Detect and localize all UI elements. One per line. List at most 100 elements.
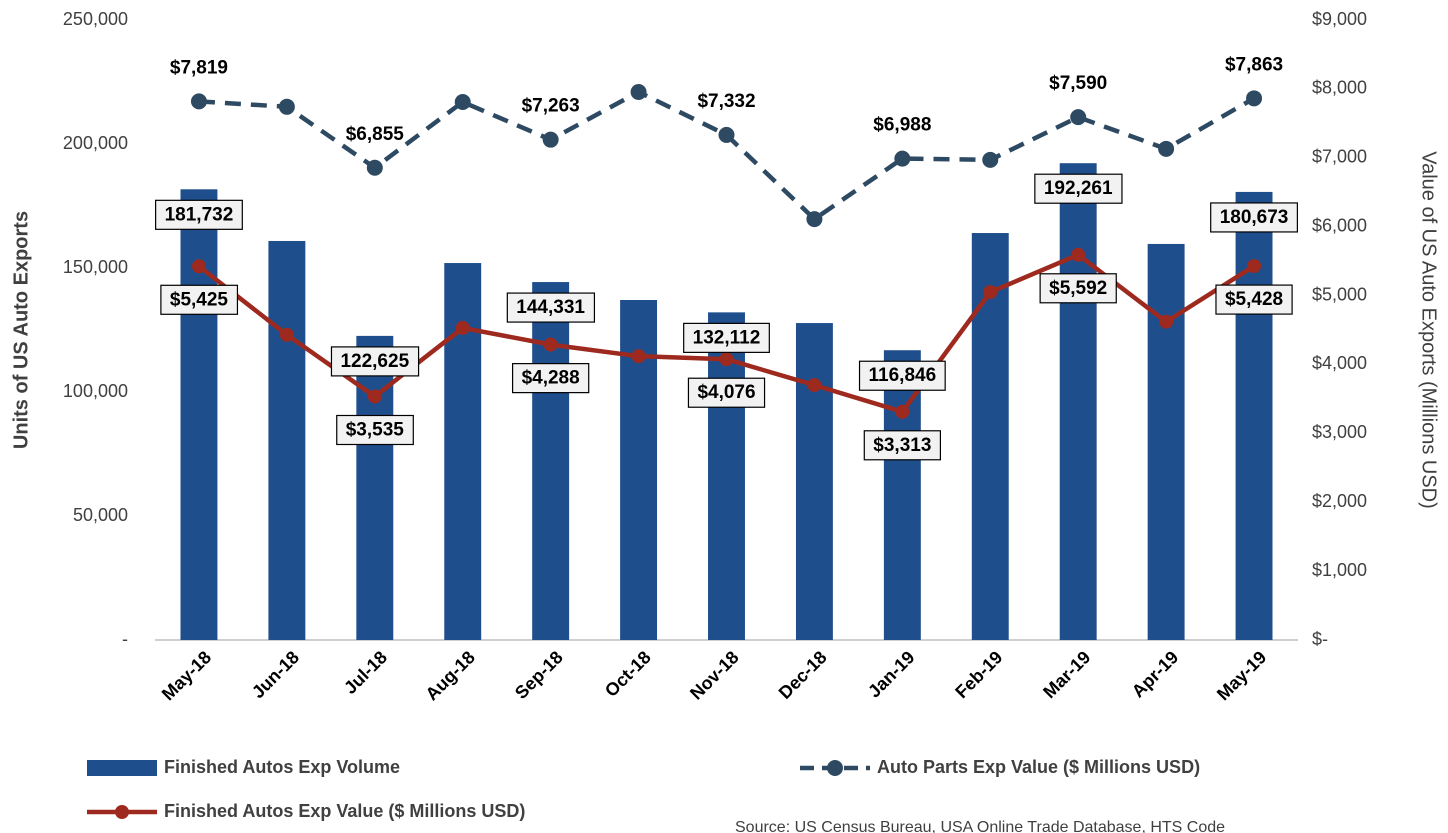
line-marker	[631, 349, 646, 364]
line-marker	[806, 211, 823, 228]
y2-tick-label: $8,000	[1312, 78, 1367, 98]
data-label: $6,988	[873, 115, 931, 136]
line-marker	[367, 389, 382, 404]
x-tick-label: Apr-19	[1128, 647, 1182, 701]
data-label-group: 132,112	[683, 322, 770, 353]
line-marker	[982, 151, 999, 168]
line-marker	[1247, 259, 1262, 274]
data-label-box	[336, 414, 414, 446]
line-marker	[190, 93, 207, 110]
data-label-group: 192,261	[1034, 173, 1123, 204]
data-label: 181,732	[165, 204, 234, 225]
x-tick-label: Dec-18	[775, 647, 831, 703]
y2-tick-label: $1,000	[1312, 560, 1367, 580]
data-label: $5,428	[1225, 289, 1283, 310]
data-label-group: $7,819	[170, 57, 228, 78]
line-marker	[1158, 140, 1175, 157]
data-label: 132,112	[693, 327, 761, 348]
data-label-group: $7,263	[522, 96, 580, 117]
y2-tick-label: $9,000	[1312, 9, 1367, 29]
y2-tick-label: $2,000	[1312, 491, 1367, 511]
data-label: $5,425	[170, 289, 229, 310]
line-marker	[366, 159, 383, 176]
bar	[532, 282, 570, 640]
data-label: 144,331	[516, 297, 585, 318]
x-tick-label: Oct-18	[601, 647, 655, 701]
line-marker	[278, 98, 295, 115]
line-marker	[719, 352, 734, 367]
x-tick-label: Feb-19	[951, 647, 1006, 702]
x-tick-label: May-19	[1213, 647, 1270, 704]
data-label: $7,332	[697, 91, 755, 112]
y2-tick-label: $5,000	[1312, 284, 1367, 304]
data-label-group: $7,332	[697, 91, 755, 112]
data-label-box	[1210, 202, 1298, 233]
data-label-group: $3,313	[863, 430, 942, 461]
data-label: $6,855	[346, 124, 405, 145]
y-tick-label: -	[122, 629, 128, 649]
line-marker	[455, 320, 470, 335]
y2-tick-label: $6,000	[1312, 215, 1367, 235]
line-marker	[543, 337, 558, 352]
line-marker	[542, 131, 559, 148]
bar	[971, 233, 1009, 641]
data-label-group: 116,846	[858, 360, 946, 391]
data-label-group: $7,863	[1225, 54, 1283, 75]
data-label-group: 180,673	[1210, 202, 1298, 233]
data-label: $7,590	[1049, 73, 1107, 94]
y2-tick-label: $3,000	[1312, 422, 1367, 442]
data-label-box	[506, 292, 596, 323]
line-marker	[191, 259, 206, 274]
data-label: $7,819	[170, 57, 228, 78]
line-marker	[807, 378, 822, 393]
data-label: 180,673	[1220, 207, 1289, 228]
legend-label: Finished Autos Exp Volume	[164, 757, 400, 777]
data-label-group: $3,535	[336, 414, 414, 446]
data-label-box	[1034, 173, 1123, 204]
bar	[356, 335, 394, 640]
bar	[795, 323, 833, 640]
data-label-group: $6,855	[346, 124, 405, 145]
x-tick-label: Mar-19	[1039, 647, 1094, 702]
x-tick-label: Sep-18	[511, 647, 567, 703]
line-marker	[894, 150, 911, 167]
line-marker	[454, 93, 471, 110]
data-label: 116,846	[869, 365, 937, 386]
y-tick-label: 100,000	[63, 381, 128, 401]
x-tick-label: Jan-19	[864, 647, 918, 701]
data-label: $4,076	[697, 382, 755, 403]
line-marker	[983, 285, 998, 300]
source-note: Source: US Census Bureau, USA Online Tra…	[735, 819, 1225, 833]
data-label: 122,625	[340, 351, 409, 372]
x-tick-label: Jun-18	[248, 647, 303, 702]
line-marker	[1071, 247, 1086, 262]
line-marker	[1246, 90, 1263, 107]
data-label-group: $7,590	[1049, 73, 1107, 94]
x-tick-label: Aug-18	[422, 647, 479, 704]
data-label-box	[160, 284, 239, 315]
data-label-box	[687, 377, 766, 408]
data-label: $3,313	[873, 435, 931, 456]
data-label-group: 144,331	[506, 292, 596, 323]
data-label-box	[1039, 273, 1117, 304]
bar	[1059, 163, 1097, 640]
y-tick-label: 250,000	[63, 9, 128, 29]
bar	[1147, 243, 1185, 640]
data-label: $7,263	[522, 96, 580, 117]
y2-tick-label: $7,000	[1312, 147, 1367, 167]
line-marker	[630, 83, 647, 100]
x-tick-label: Jul-18	[340, 647, 391, 698]
data-label-group: 122,625	[330, 346, 420, 377]
line-marker	[895, 404, 910, 419]
y2-tick-label: $-	[1312, 629, 1328, 649]
y-tick-label: 150,000	[63, 257, 128, 277]
legend-label: Finished Autos Exp Value ($ Millions USD…	[164, 801, 525, 821]
x-tick-label: May-18	[158, 647, 215, 704]
data-label: $3,535	[346, 419, 405, 440]
bar	[708, 312, 745, 640]
data-label-group: $5,425	[160, 284, 239, 315]
y-tick-label: 50,000	[73, 505, 128, 525]
data-label-box	[683, 322, 770, 353]
bar	[180, 189, 218, 641]
